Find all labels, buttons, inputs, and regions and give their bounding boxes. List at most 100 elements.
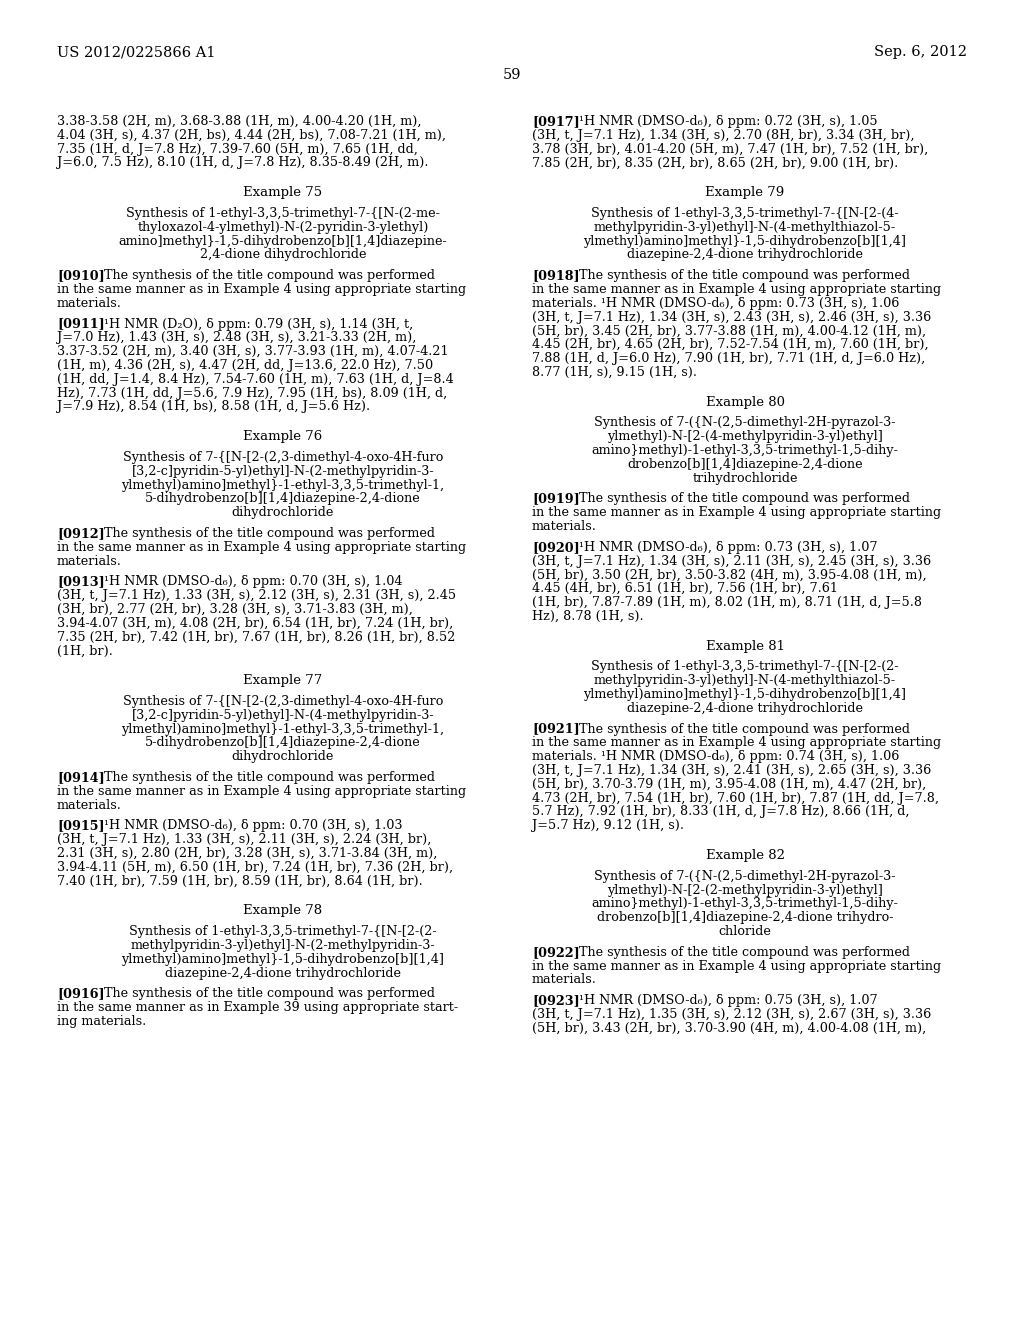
Text: (3H, t, J=7.1 Hz), 1.34 (3H, s), 2.70 (8H, br), 3.34 (3H, br),: (3H, t, J=7.1 Hz), 1.34 (3H, s), 2.70 (8… <box>532 129 914 141</box>
Text: diazepine-2,4-dione trihydrochloride: diazepine-2,4-dione trihydrochloride <box>627 248 863 261</box>
Text: The synthesis of the title compound was performed: The synthesis of the title compound was … <box>579 269 909 282</box>
Text: 5-dihydrobenzo[b][1,4]diazepine-2,4-dione: 5-dihydrobenzo[b][1,4]diazepine-2,4-dion… <box>145 492 421 506</box>
Text: 5-dihydrobenzo[b][1,4]diazepine-2,4-dione: 5-dihydrobenzo[b][1,4]diazepine-2,4-dion… <box>145 737 421 750</box>
Text: (1H, m), 4.36 (2H, s), 4.47 (2H, dd, J=13.6, 22.0 Hz), 7.50: (1H, m), 4.36 (2H, s), 4.47 (2H, dd, J=1… <box>57 359 433 372</box>
Text: (5H, br), 3.70-3.79 (1H, m), 3.95-4.08 (1H, m), 4.47 (2H, br),: (5H, br), 3.70-3.79 (1H, m), 3.95-4.08 (… <box>532 777 927 791</box>
Text: 5.7 Hz), 7.92 (1H, br), 8.33 (1H, d, J=7.8 Hz), 8.66 (1H, d,: 5.7 Hz), 7.92 (1H, br), 8.33 (1H, d, J=7… <box>532 805 909 818</box>
Text: methylpyridin-3-yl)ethyl]-N-(4-methylthiazol-5-: methylpyridin-3-yl)ethyl]-N-(4-methylthi… <box>594 675 896 688</box>
Text: 3.94-4.07 (3H, m), 4.08 (2H, br), 6.54 (1H, br), 7.24 (1H, br),: 3.94-4.07 (3H, m), 4.08 (2H, br), 6.54 (… <box>57 616 454 630</box>
Text: materials.: materials. <box>57 799 122 812</box>
Text: J=7.9 Hz), 8.54 (1H, bs), 8.58 (1H, d, J=5.6 Hz).: J=7.9 Hz), 8.54 (1H, bs), 8.58 (1H, d, J… <box>57 400 370 413</box>
Text: (3H, br), 2.77 (2H, br), 3.28 (3H, s), 3.71-3.83 (3H, m),: (3H, br), 2.77 (2H, br), 3.28 (3H, s), 3… <box>57 603 413 616</box>
Text: Synthesis of 7-({N-(2,5-dimethyl-2H-pyrazol-3-: Synthesis of 7-({N-(2,5-dimethyl-2H-pyra… <box>594 870 896 883</box>
Text: amino}methyl)-1-ethyl-3,3,5-trimethyl-1,5-dihy-: amino}methyl)-1-ethyl-3,3,5-trimethyl-1,… <box>592 898 898 911</box>
Text: (1H, br).: (1H, br). <box>57 644 113 657</box>
Text: 3.94-4.11 (5H, m), 6.50 (1H, br), 7.24 (1H, br), 7.36 (2H, br),: 3.94-4.11 (5H, m), 6.50 (1H, br), 7.24 (… <box>57 861 454 874</box>
Text: The synthesis of the title compound was performed: The synthesis of the title compound was … <box>103 269 435 282</box>
Text: Hz), 8.78 (1H, s).: Hz), 8.78 (1H, s). <box>532 610 644 623</box>
Text: Example 80: Example 80 <box>706 396 784 409</box>
Text: thyloxazol-4-ylmethyl)-N-(2-pyridin-3-ylethyl): thyloxazol-4-ylmethyl)-N-(2-pyridin-3-yl… <box>137 220 429 234</box>
Text: Example 82: Example 82 <box>706 849 784 862</box>
Text: Example 78: Example 78 <box>244 904 323 917</box>
Text: trihydrochloride: trihydrochloride <box>692 471 798 484</box>
Text: dihydrochloride: dihydrochloride <box>231 750 334 763</box>
Text: Hz), 7.73 (1H, dd, J=5.6, 7.9 Hz), 7.95 (1H, bs), 8.09 (1H, d,: Hz), 7.73 (1H, dd, J=5.6, 7.9 Hz), 7.95 … <box>57 387 447 400</box>
Text: [0911]: [0911] <box>57 318 104 330</box>
Text: dihydrochloride: dihydrochloride <box>231 506 334 519</box>
Text: The synthesis of the title compound was performed: The synthesis of the title compound was … <box>579 722 909 735</box>
Text: [0913]: [0913] <box>57 576 104 589</box>
Text: (5H, br), 3.43 (2H, br), 3.70-3.90 (4H, m), 4.00-4.08 (1H, m),: (5H, br), 3.43 (2H, br), 3.70-3.90 (4H, … <box>532 1022 927 1035</box>
Text: in the same manner as in Example 39 using appropriate start-: in the same manner as in Example 39 usin… <box>57 1001 458 1014</box>
Text: Synthesis of 1-ethyl-3,3,5-trimethyl-7-{[N-[2-(2-: Synthesis of 1-ethyl-3,3,5-trimethyl-7-{… <box>591 660 899 673</box>
Text: Synthesis of 1-ethyl-3,3,5-trimethyl-7-{[N-(2-me-: Synthesis of 1-ethyl-3,3,5-trimethyl-7-{… <box>126 207 440 220</box>
Text: ¹H NMR (DMSO-d₆), δ ppm: 0.75 (3H, s), 1.07: ¹H NMR (DMSO-d₆), δ ppm: 0.75 (3H, s), 1… <box>579 994 878 1007</box>
Text: ylmethyl)amino]methyl}-1-ethyl-3,3,5-trimethyl-1,: ylmethyl)amino]methyl}-1-ethyl-3,3,5-tri… <box>122 479 444 491</box>
Text: Example 79: Example 79 <box>706 186 784 199</box>
Text: 2.31 (3H, s), 2.80 (2H, br), 3.28 (3H, s), 3.71-3.84 (3H, m),: 2.31 (3H, s), 2.80 (2H, br), 3.28 (3H, s… <box>57 847 437 861</box>
Text: [3,2-c]pyridin-5-yl)ethyl]-N-(4-methylpyridin-3-: [3,2-c]pyridin-5-yl)ethyl]-N-(4-methylpy… <box>132 709 434 722</box>
Text: 4.73 (2H, br), 7.54 (1H, br), 7.60 (1H, br), 7.87 (1H, dd, J=7.8,: 4.73 (2H, br), 7.54 (1H, br), 7.60 (1H, … <box>532 792 939 805</box>
Text: The synthesis of the title compound was performed: The synthesis of the title compound was … <box>103 987 435 1001</box>
Text: ylmethyl)amino]methyl}-1,5-dihydrobenzo[b][1,4]: ylmethyl)amino]methyl}-1,5-dihydrobenzo[… <box>122 953 444 966</box>
Text: Synthesis of 7-{[N-[2-(2,3-dimethyl-4-oxo-4H-furo: Synthesis of 7-{[N-[2-(2,3-dimethyl-4-ox… <box>123 696 443 708</box>
Text: in the same manner as in Example 4 using appropriate starting: in the same manner as in Example 4 using… <box>532 506 941 519</box>
Text: diazepine-2,4-dione trihydrochloride: diazepine-2,4-dione trihydrochloride <box>165 966 401 979</box>
Text: The synthesis of the title compound was performed: The synthesis of the title compound was … <box>103 527 435 540</box>
Text: [0914]: [0914] <box>57 771 104 784</box>
Text: Sep. 6, 2012: Sep. 6, 2012 <box>874 45 967 59</box>
Text: ¹H NMR (DMSO-d₆), δ ppm: 0.70 (3H, s), 1.04: ¹H NMR (DMSO-d₆), δ ppm: 0.70 (3H, s), 1… <box>103 576 402 589</box>
Text: materials.: materials. <box>57 554 122 568</box>
Text: J=6.0, 7.5 Hz), 8.10 (1H, d, J=7.8 Hz), 8.35-8.49 (2H, m).: J=6.0, 7.5 Hz), 8.10 (1H, d, J=7.8 Hz), … <box>57 156 428 169</box>
Text: (3H, t, J=7.1 Hz), 1.33 (3H, s), 2.12 (3H, s), 2.31 (3H, s), 2.45: (3H, t, J=7.1 Hz), 1.33 (3H, s), 2.12 (3… <box>57 589 456 602</box>
Text: ylmethyl)amino]methyl}-1-ethyl-3,3,5-trimethyl-1,: ylmethyl)amino]methyl}-1-ethyl-3,3,5-tri… <box>122 722 444 735</box>
Text: [0920]: [0920] <box>532 541 580 554</box>
Text: Synthesis of 7-({N-(2,5-dimethyl-2H-pyrazol-3-: Synthesis of 7-({N-(2,5-dimethyl-2H-pyra… <box>594 416 896 429</box>
Text: in the same manner as in Example 4 using appropriate starting: in the same manner as in Example 4 using… <box>532 960 941 973</box>
Text: 4.04 (3H, s), 4.37 (2H, bs), 4.44 (2H, bs), 7.08-7.21 (1H, m),: 4.04 (3H, s), 4.37 (2H, bs), 4.44 (2H, b… <box>57 129 446 141</box>
Text: ¹H NMR (DMSO-d₆), δ ppm: 0.72 (3H, s), 1.05: ¹H NMR (DMSO-d₆), δ ppm: 0.72 (3H, s), 1… <box>579 115 878 128</box>
Text: methylpyridin-3-yl)ethyl]-N-(2-methylpyridin-3-: methylpyridin-3-yl)ethyl]-N-(2-methylpyr… <box>131 939 435 952</box>
Text: 4.45 (2H, br), 4.65 (2H, br), 7.52-7.54 (1H, m), 7.60 (1H, br),: 4.45 (2H, br), 4.65 (2H, br), 7.52-7.54 … <box>532 338 929 351</box>
Text: materials. ¹H NMR (DMSO-d₆), δ ppm: 0.73 (3H, s), 1.06: materials. ¹H NMR (DMSO-d₆), δ ppm: 0.73… <box>532 297 899 310</box>
Text: ylmethyl)amino]methyl}-1,5-dihydrobenzo[b][1,4]: ylmethyl)amino]methyl}-1,5-dihydrobenzo[… <box>584 235 906 248</box>
Text: Example 81: Example 81 <box>706 640 784 652</box>
Text: Synthesis of 1-ethyl-3,3,5-trimethyl-7-{[N-[2-(4-: Synthesis of 1-ethyl-3,3,5-trimethyl-7-{… <box>591 207 899 220</box>
Text: (3H, t, J=7.1 Hz), 1.34 (3H, s), 2.43 (3H, s), 2.46 (3H, s), 3.36: (3H, t, J=7.1 Hz), 1.34 (3H, s), 2.43 (3… <box>532 310 931 323</box>
Text: [3,2-c]pyridin-5-yl)ethyl]-N-(2-methylpyridin-3-: [3,2-c]pyridin-5-yl)ethyl]-N-(2-methylpy… <box>132 465 434 478</box>
Text: (1H, br), 7.87-7.89 (1H, m), 8.02 (1H, m), 8.71 (1H, d, J=5.8: (1H, br), 7.87-7.89 (1H, m), 8.02 (1H, m… <box>532 597 922 609</box>
Text: [0923]: [0923] <box>532 994 580 1007</box>
Text: (3H, t, J=7.1 Hz), 1.34 (3H, s), 2.11 (3H, s), 2.45 (3H, s), 3.36: (3H, t, J=7.1 Hz), 1.34 (3H, s), 2.11 (3… <box>532 554 931 568</box>
Text: 7.40 (1H, br), 7.59 (1H, br), 8.59 (1H, br), 8.64 (1H, br).: 7.40 (1H, br), 7.59 (1H, br), 8.59 (1H, … <box>57 875 423 887</box>
Text: 3.38-3.58 (2H, m), 3.68-3.88 (1H, m), 4.00-4.20 (1H, m),: 3.38-3.58 (2H, m), 3.68-3.88 (1H, m), 4.… <box>57 115 422 128</box>
Text: materials.: materials. <box>57 297 122 310</box>
Text: ylmethyl)-N-[2-(2-methylpyridin-3-yl)ethyl]: ylmethyl)-N-[2-(2-methylpyridin-3-yl)eth… <box>607 883 883 896</box>
Text: [0918]: [0918] <box>532 269 580 282</box>
Text: (5H, br), 3.50 (2H, br), 3.50-3.82 (4H, m), 3.95-4.08 (1H, m),: (5H, br), 3.50 (2H, br), 3.50-3.82 (4H, … <box>532 569 927 581</box>
Text: Synthesis of 1-ethyl-3,3,5-trimethyl-7-{[N-[2-(2-: Synthesis of 1-ethyl-3,3,5-trimethyl-7-{… <box>129 925 437 939</box>
Text: 7.35 (2H, br), 7.42 (1H, br), 7.67 (1H, br), 8.26 (1H, br), 8.52: 7.35 (2H, br), 7.42 (1H, br), 7.67 (1H, … <box>57 631 456 644</box>
Text: [0921]: [0921] <box>532 722 580 735</box>
Text: (3H, t, J=7.1 Hz), 1.34 (3H, s), 2.41 (3H, s), 2.65 (3H, s), 3.36: (3H, t, J=7.1 Hz), 1.34 (3H, s), 2.41 (3… <box>532 764 931 777</box>
Text: ¹H NMR (DMSO-d₆), δ ppm: 0.73 (3H, s), 1.07: ¹H NMR (DMSO-d₆), δ ppm: 0.73 (3H, s), 1… <box>579 541 878 554</box>
Text: [0917]: [0917] <box>532 115 580 128</box>
Text: 3.78 (3H, br), 4.01-4.20 (5H, m), 7.47 (1H, br), 7.52 (1H, br),: 3.78 (3H, br), 4.01-4.20 (5H, m), 7.47 (… <box>532 143 928 156</box>
Text: ylmethyl)-N-[2-(4-methylpyridin-3-yl)ethyl]: ylmethyl)-N-[2-(4-methylpyridin-3-yl)eth… <box>607 430 883 444</box>
Text: Synthesis of 7-{[N-[2-(2,3-dimethyl-4-oxo-4H-furo: Synthesis of 7-{[N-[2-(2,3-dimethyl-4-ox… <box>123 451 443 465</box>
Text: J=7.0 Hz), 1.43 (3H, s), 2.48 (3H, s), 3.21-3.33 (2H, m),: J=7.0 Hz), 1.43 (3H, s), 2.48 (3H, s), 3… <box>57 331 417 345</box>
Text: Example 77: Example 77 <box>244 675 323 688</box>
Text: 7.88 (1H, d, J=6.0 Hz), 7.90 (1H, br), 7.71 (1H, d, J=6.0 Hz),: 7.88 (1H, d, J=6.0 Hz), 7.90 (1H, br), 7… <box>532 352 926 366</box>
Text: [0915]: [0915] <box>57 820 104 833</box>
Text: (5H, br), 3.45 (2H, br), 3.77-3.88 (1H, m), 4.00-4.12 (1H, m),: (5H, br), 3.45 (2H, br), 3.77-3.88 (1H, … <box>532 325 926 338</box>
Text: in the same manner as in Example 4 using appropriate starting: in the same manner as in Example 4 using… <box>532 737 941 750</box>
Text: (3H, t, J=7.1 Hz), 1.35 (3H, s), 2.12 (3H, s), 2.67 (3H, s), 3.36: (3H, t, J=7.1 Hz), 1.35 (3H, s), 2.12 (3… <box>532 1008 931 1020</box>
Text: diazepine-2,4-dione trihydrochloride: diazepine-2,4-dione trihydrochloride <box>627 702 863 715</box>
Text: US 2012/0225866 A1: US 2012/0225866 A1 <box>57 45 215 59</box>
Text: 4.45 (4H, br), 6.51 (1H, br), 7.56 (1H, br), 7.61: 4.45 (4H, br), 6.51 (1H, br), 7.56 (1H, … <box>532 582 838 595</box>
Text: in the same manner as in Example 4 using appropriate starting: in the same manner as in Example 4 using… <box>532 282 941 296</box>
Text: drobenzo[b][1,4]diazepine-2,4-dione trihydro-: drobenzo[b][1,4]diazepine-2,4-dione trih… <box>597 911 893 924</box>
Text: 3.37-3.52 (2H, m), 3.40 (3H, s), 3.77-3.93 (1H, m), 4.07-4.21: 3.37-3.52 (2H, m), 3.40 (3H, s), 3.77-3.… <box>57 346 449 358</box>
Text: [0912]: [0912] <box>57 527 104 540</box>
Text: ylmethyl)amino]methyl}-1,5-dihydrobenzo[b][1,4]: ylmethyl)amino]methyl}-1,5-dihydrobenzo[… <box>584 688 906 701</box>
Text: ¹H NMR (D₂O), δ ppm: 0.79 (3H, s), 1.14 (3H, t,: ¹H NMR (D₂O), δ ppm: 0.79 (3H, s), 1.14 … <box>103 318 413 330</box>
